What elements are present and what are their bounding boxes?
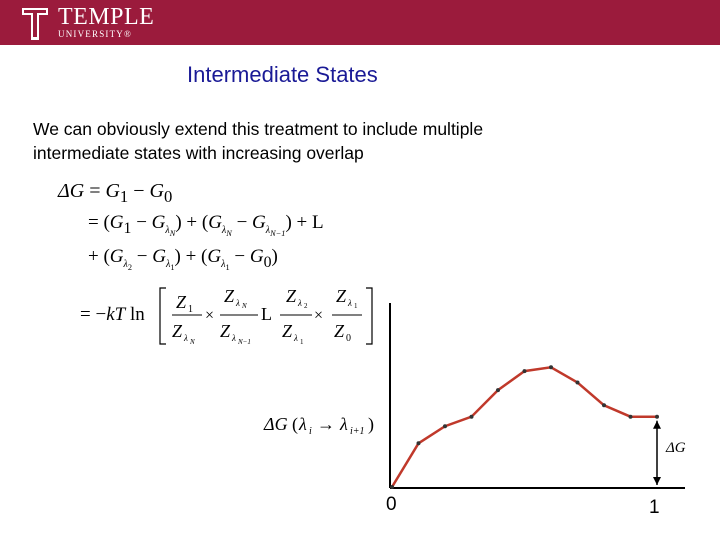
svg-text:i+1: i+1: [350, 426, 365, 437]
data-point: [522, 369, 527, 374]
data-point: [469, 414, 474, 419]
svg-text:λ: λ: [235, 298, 240, 308]
data-point: [549, 365, 553, 370]
svg-text:2: 2: [304, 302, 308, 310]
slide-body: We can obviously extend this treatment t…: [33, 117, 593, 165]
svg-text:Z: Z: [224, 286, 235, 306]
delta-g-arrow: [653, 420, 661, 485]
svg-text:×: ×: [314, 307, 323, 324]
svg-text:1: 1: [188, 304, 193, 315]
svg-text:Z: Z: [176, 292, 187, 312]
header-banner: TEMPLE UNIVERSITY®: [0, 0, 720, 45]
slide-title: Intermediate States: [187, 62, 378, 87]
svg-text:ΔG: ΔG: [263, 414, 288, 434]
svg-text:N: N: [241, 302, 247, 310]
data-point: [628, 414, 633, 419]
equation-line-2: = (G1 − GλN) + (GλN − GλN−1) + L: [88, 212, 324, 238]
data-point: [416, 441, 421, 446]
svg-text:λ: λ: [293, 333, 298, 343]
svg-text:λ: λ: [183, 333, 188, 343]
x-start-label: 0: [386, 494, 397, 515]
logo-subtitle: UNIVERSITY®: [58, 29, 133, 39]
series-line: [390, 366, 657, 488]
logo-name: TEMPLE: [58, 4, 155, 30]
data-point: [390, 485, 394, 489]
svg-text:Z: Z: [220, 321, 231, 341]
data-point: [575, 380, 580, 385]
delta-g-arrow-head-bottom: [653, 477, 661, 485]
svg-text:= −kT ln: = −kT ln: [80, 304, 145, 325]
svg-text:λ: λ: [347, 298, 352, 308]
svg-text:L: L: [261, 304, 272, 324]
svg-text:1: 1: [300, 338, 304, 346]
delta-g-label: ΔG: [665, 440, 686, 456]
svg-text:Z: Z: [334, 321, 345, 341]
svg-text:Z: Z: [286, 286, 297, 306]
svg-text:Z: Z: [282, 321, 293, 341]
svg-text:N−1: N−1: [237, 338, 251, 346]
svg-text:0: 0: [346, 333, 351, 344]
temple-logo-icon: [22, 8, 48, 40]
svg-text:λ: λ: [297, 298, 302, 308]
series-group: [390, 365, 659, 489]
points-label: ΔG ( λ i → λ i+1 ): [263, 414, 374, 437]
data-point: [655, 414, 659, 419]
svg-text:N: N: [189, 338, 195, 346]
svg-text:→: →: [317, 414, 335, 434]
body-line-1: We can obviously extend this treatment t…: [33, 119, 484, 139]
svg-text:): ): [368, 414, 374, 435]
equation-line-3: + (Gλ2 − Gλ1) + (Gλ1 − G0): [88, 246, 278, 272]
svg-text:(: (: [292, 414, 298, 435]
svg-text:Z: Z: [336, 286, 347, 306]
equation-line-1: ΔG = G1 − G0: [58, 180, 173, 206]
svg-text:λ: λ: [231, 333, 236, 343]
data-point: [496, 388, 500, 393]
svg-text:λ: λ: [339, 414, 348, 434]
body-line-2: intermediate states with increasing over…: [33, 143, 364, 163]
data-point: [443, 424, 447, 429]
delta-g-arrow-head-top: [653, 420, 661, 429]
svg-text:i: i: [309, 426, 312, 437]
data-point: [602, 403, 606, 408]
svg-text:1: 1: [354, 302, 358, 310]
svg-text:Z: Z: [172, 321, 183, 341]
svg-text:×: ×: [205, 307, 214, 324]
x-end-label: 1: [649, 497, 660, 518]
svg-text:λ: λ: [298, 414, 307, 434]
